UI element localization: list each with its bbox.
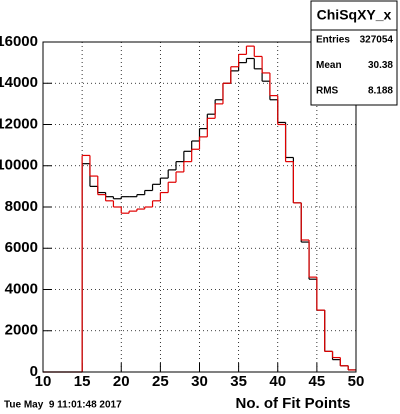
y-tick-label: 4000 [5,280,38,297]
stats-label: RMS [316,86,339,97]
y-tick-label: 14000 [0,74,38,91]
y-tick-label: 12000 [0,115,38,132]
x-axis-label: No. of Fit Points [236,395,351,412]
stats-value: 8.188 [368,86,393,97]
stats-value: 327054 [360,35,394,46]
stats-label: Mean [316,60,342,71]
x-tick-label: 45 [309,373,326,390]
x-tick-label: 25 [152,373,169,390]
stats-frame [310,0,398,106]
plot-frame [42,41,357,373]
y-tick-label: 16000 [0,33,38,50]
stats-label: Entries [316,35,350,46]
y-tick-label: 10000 [0,157,38,174]
x-tick-label: 50 [348,373,365,390]
y-tick-label: 6000 [5,239,38,256]
x-tick-label: 35 [230,373,247,390]
x-tick-label: 30 [191,373,208,390]
histogram-series [43,57,356,373]
stats-box: ChiSqXY_x Entries 327054 Mean 30.38 RMS 8.188 [310,0,398,106]
stats-title: ChiSqXY_x [317,7,392,23]
stats-value: 30.38 [368,60,393,71]
x-tick-label: 15 [74,373,91,390]
x-tick-label: 10 [35,373,52,390]
y-tick-label: 0 [30,363,38,380]
y-tick-label: 8000 [5,198,38,215]
x-tick-label: 40 [269,373,286,390]
y-tick-label: 2000 [5,322,38,339]
x-tick-label: 20 [113,373,130,390]
footer-date: Tue May 9 11:01:48 2017 [4,400,122,411]
histogram-series [43,45,356,373]
